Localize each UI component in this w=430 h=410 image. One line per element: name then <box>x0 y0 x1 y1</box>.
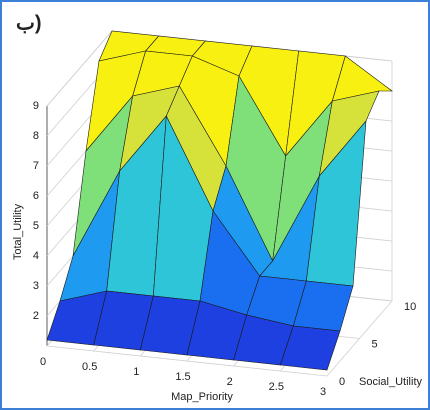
z-tick-label: 8 <box>33 130 39 142</box>
z-tick-label: 7 <box>33 160 39 172</box>
y-axis-label: Social_Utility <box>359 376 422 388</box>
z-tick-label: 2 <box>33 310 39 322</box>
grid-line <box>46 30 113 107</box>
x-tick-label: 1.5 <box>175 371 190 383</box>
annotation: ب) <box>16 12 42 34</box>
x-axis-label: Map_Priority <box>171 391 233 403</box>
x-tick-label: 1 <box>133 366 139 378</box>
x-tick-label: 0.5 <box>82 361 97 373</box>
z-tick-label: 4 <box>33 250 39 262</box>
z-tick-label: 9 <box>33 100 39 112</box>
y-tick-label: 10 <box>404 301 416 313</box>
surface-patch <box>279 325 341 371</box>
grid-line <box>46 345 328 377</box>
x-tick-label: 2.5 <box>269 381 284 393</box>
x-tick-label: 2 <box>227 376 233 388</box>
y-tick-label: 0 <box>339 376 345 388</box>
z-axis-label: Total_Utility <box>12 203 24 260</box>
y-tick-label: 5 <box>372 338 378 350</box>
z-tick-label: 5 <box>33 220 39 232</box>
z-tick-label: 6 <box>33 190 39 202</box>
x-tick-label: 0 <box>40 356 46 368</box>
x-tick-label: 3 <box>320 386 326 398</box>
z-tick-label: 3 <box>33 280 39 292</box>
